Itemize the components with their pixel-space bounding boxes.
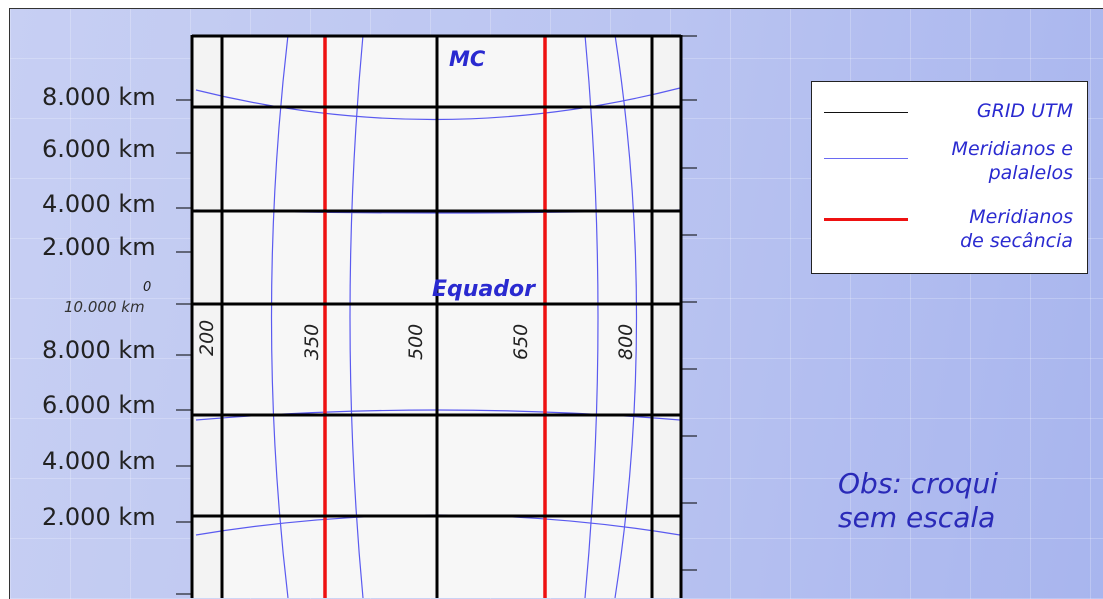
legend-box: GRID UTM Meridianos e palalelos Meridian… bbox=[811, 81, 1088, 274]
sketch-note: Obs: croqui sem escala bbox=[838, 467, 1078, 535]
note-line2: sem escala bbox=[838, 501, 996, 534]
legend-entry-meridians: Meridianos e palalelos bbox=[812, 138, 1087, 188]
northing-zero-label: 0 bbox=[143, 280, 152, 295]
northing-label-north-2000: 2.000 km bbox=[42, 233, 156, 261]
meridian-curve bbox=[270, 34, 289, 598]
meridians-group bbox=[270, 34, 638, 598]
legend-label-meridians-line2: palalelos bbox=[988, 162, 1073, 184]
easting-labels-group: 200 350 500 650 800 bbox=[196, 320, 637, 360]
central-meridian-label: MC bbox=[449, 47, 486, 71]
easting-label-500: 500 bbox=[405, 324, 427, 360]
northing-label-south-4000: 4.000 km bbox=[42, 447, 156, 475]
northing-label-south-8000: 8.000 km bbox=[42, 336, 156, 364]
northing-label-south-2000: 2.000 km bbox=[42, 503, 156, 531]
northing-label-north-6000: 6.000 km bbox=[42, 135, 156, 163]
northing-label-north-4000: 4.000 km bbox=[42, 190, 156, 218]
easting-label-200: 200 bbox=[196, 320, 218, 356]
legend-entry-secant: Meridianos de secância bbox=[812, 204, 1087, 254]
easting-label-650: 650 bbox=[510, 324, 532, 360]
note-line1: Obs: croqui bbox=[838, 467, 999, 500]
legend-swatch-secant bbox=[824, 218, 908, 221]
legend-label-meridians-line1: Meridianos e bbox=[951, 138, 1073, 160]
legend-entry-grid: GRID UTM bbox=[812, 98, 1087, 128]
legend-label-secant-line2: de secância bbox=[960, 230, 1073, 252]
right-ticks-group bbox=[681, 35, 697, 571]
left-ticks-group bbox=[176, 99, 192, 595]
legend-label-grid: GRID UTM bbox=[976, 100, 1073, 122]
meridian-curve bbox=[584, 34, 599, 598]
legend-swatch-grid bbox=[824, 112, 908, 113]
legend-swatch-meridians bbox=[824, 158, 908, 159]
easting-label-800: 800 bbox=[615, 324, 637, 360]
utm-grid-group bbox=[190, 34, 683, 598]
northing-10000-label: 10.000 km bbox=[64, 298, 145, 316]
northing-label-south-6000: 6.000 km bbox=[42, 391, 156, 419]
equator-label: Equador bbox=[432, 277, 536, 302]
northing-label-north-8000: 8.000 km bbox=[42, 83, 156, 111]
easting-label-350: 350 bbox=[301, 324, 323, 360]
meridian-curve bbox=[614, 34, 638, 598]
meridian-curve bbox=[349, 34, 364, 598]
secant-meridians-group bbox=[323, 35, 547, 598]
legend-label-secant-line1: Meridianos bbox=[969, 206, 1073, 228]
